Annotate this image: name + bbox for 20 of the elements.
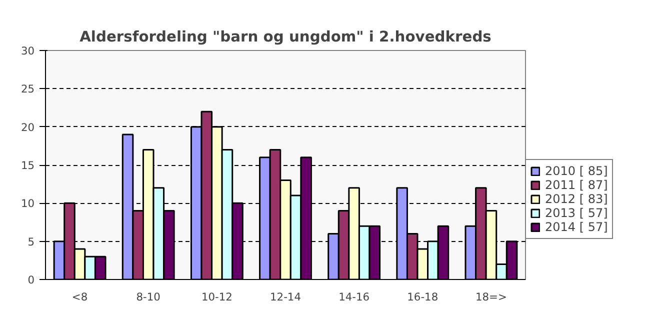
y-tick-label: 15	[20, 159, 35, 172]
y-tick-label: 30	[20, 44, 35, 58]
chart-title: Aldersfordeling "barn og ungdom" i 2.hovedkreds	[80, 28, 492, 46]
x-tick-label: 18=>	[476, 290, 507, 304]
legend-label: 2010 [ 85]	[545, 164, 608, 178]
x-tick-label: 16-18	[407, 290, 438, 304]
x-tick-label: 14-16	[338, 290, 370, 304]
legend-label: 2014 [ 57]	[545, 220, 608, 234]
y-tick-label: 10	[20, 197, 35, 210]
x-tick-label: 10-12	[201, 290, 232, 304]
x-tick-label: 8-10	[136, 290, 161, 304]
y-tick-label: 0	[28, 274, 35, 286]
legend-label: 2011 [ 87]	[545, 178, 608, 192]
legend-label: 2012 [ 83]	[545, 192, 608, 206]
legend-label: 2013 [ 57]	[545, 206, 608, 220]
y-tick-label: 5	[28, 235, 34, 248]
y-tick-label: 20	[20, 120, 35, 134]
x-tick-label: 12-14	[270, 290, 302, 304]
y-tick-label: 25	[20, 82, 35, 96]
x-tick-label: <8	[72, 290, 88, 304]
